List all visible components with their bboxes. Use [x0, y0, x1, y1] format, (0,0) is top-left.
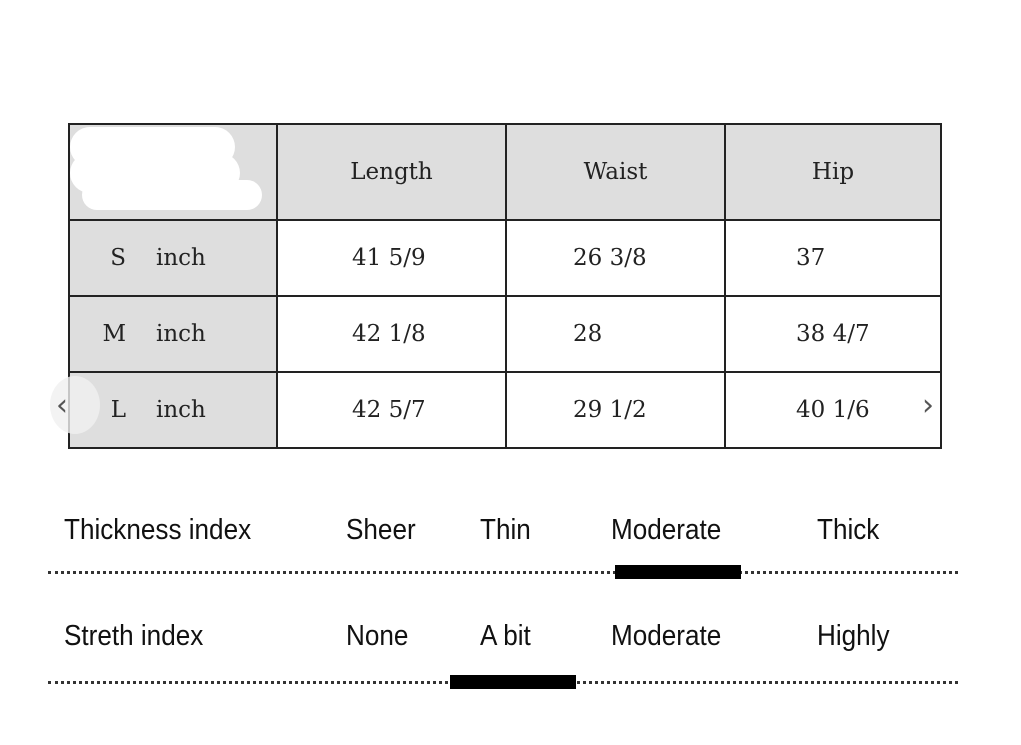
thickness-indicator — [615, 565, 741, 579]
thickness-option: Thick — [817, 514, 880, 546]
stretch-option: Moderate — [611, 620, 722, 652]
waist-cell: 28 — [505, 295, 726, 373]
chevron-left-icon[interactable]: ‹ — [56, 388, 68, 423]
header-length: Length — [276, 123, 507, 221]
header-cell-redacted — [68, 123, 278, 221]
chevron-right-icon[interactable]: › — [922, 388, 934, 423]
thickness-option: Thin — [480, 514, 531, 546]
length-cell: 41 5/9 — [276, 219, 507, 297]
size-label: M — [102, 321, 126, 347]
thickness-label: Thickness index — [64, 514, 252, 546]
thickness-option: Moderate — [611, 514, 722, 546]
thickness-scale — [48, 571, 958, 574]
unit-label: inch — [156, 321, 206, 347]
unit-label: inch — [156, 397, 206, 423]
size-label: S — [110, 245, 126, 271]
stretch-indicator — [450, 675, 576, 689]
table-header-row: Length Waist Hip — [68, 123, 942, 221]
header-waist: Waist — [505, 123, 726, 221]
length-cell: 42 1/8 — [276, 295, 507, 373]
hip-cell: 38 4/7 — [724, 295, 942, 373]
size-label: L — [110, 397, 126, 423]
waist-cell: 29 1/2 — [505, 371, 726, 449]
hip-cell: 40 1/6 — [724, 371, 942, 449]
thickness-option: Sheer — [346, 514, 416, 546]
length-cell: 42 5/7 — [276, 371, 507, 449]
stretch-label: Streth index — [64, 620, 204, 652]
stretch-option: None — [346, 620, 409, 652]
waist-cell: 26 3/8 — [505, 219, 726, 297]
unit-label: inch — [156, 245, 206, 271]
stretch-option: A bit — [480, 620, 531, 652]
stretch-option: Highly — [817, 620, 890, 652]
prev-button-bg — [50, 376, 100, 434]
header-hip: Hip — [724, 123, 942, 221]
hip-cell: 37 — [724, 219, 942, 297]
